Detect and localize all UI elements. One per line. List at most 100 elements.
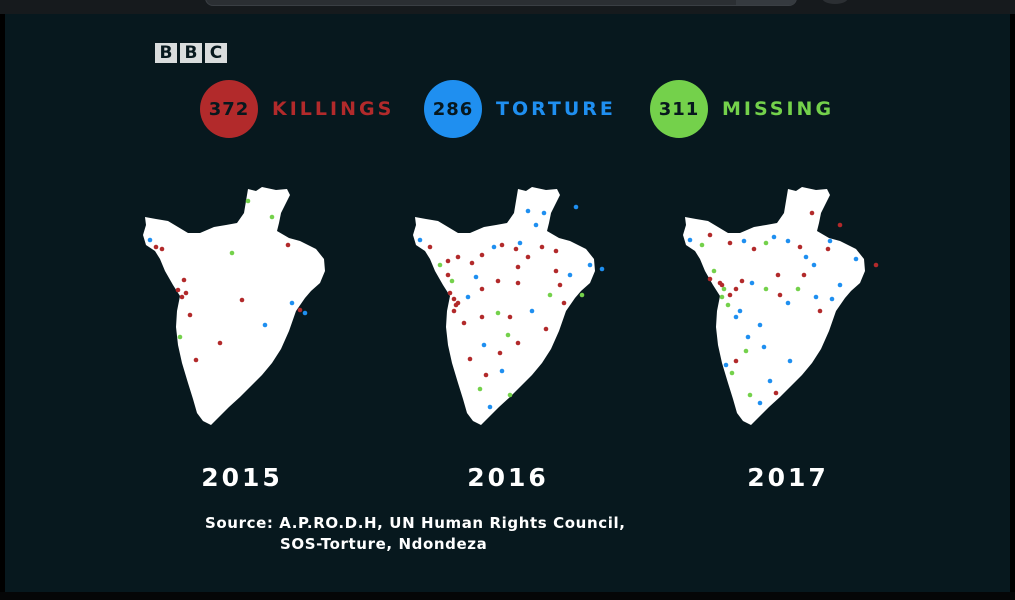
killing-dot	[739, 278, 745, 284]
killing-dot	[751, 246, 757, 252]
year-label-2016: 2016	[467, 463, 549, 492]
killing-dot	[817, 308, 823, 314]
killing-dot	[455, 254, 461, 260]
torture-dot	[262, 322, 268, 328]
logo-letter-b2: B	[180, 43, 202, 63]
missing-dot	[721, 286, 727, 292]
torture-dot	[487, 404, 493, 410]
torture-dot	[687, 237, 693, 243]
killing-dot	[553, 268, 559, 274]
killing-dot	[447, 290, 453, 296]
missing-dot	[719, 294, 725, 300]
torture-dot	[599, 266, 605, 272]
torture-dot	[757, 400, 763, 406]
burundi-shape	[413, 187, 595, 425]
torture-dot	[757, 322, 763, 328]
killing-dot	[461, 320, 467, 326]
logo-letter-c: C	[205, 43, 227, 63]
killing-dot	[733, 358, 739, 364]
torture-dot	[827, 238, 833, 244]
killing-dot	[707, 232, 713, 238]
killing-dot	[499, 242, 505, 248]
source-caption: Source: A.P.RO.D.H, UN Human Rights Coun…	[205, 513, 626, 555]
torture-dot	[761, 344, 767, 350]
torture-dot	[733, 314, 739, 320]
year-label-2015: 2015	[201, 463, 283, 492]
map-2015	[143, 187, 325, 425]
torture-dot	[587, 262, 593, 268]
torture-dot	[811, 262, 817, 268]
killings-count-circle: 372	[200, 80, 258, 138]
killing-dot	[515, 264, 521, 270]
missing-dot	[495, 310, 501, 316]
killing-dot	[719, 282, 725, 288]
killing-dot	[175, 287, 181, 293]
killing-dot	[561, 300, 567, 306]
killing-dot	[153, 244, 159, 250]
torture-dot	[567, 272, 573, 278]
torture-dot	[837, 282, 843, 288]
killing-dot	[297, 307, 303, 313]
killing-dot	[479, 286, 485, 292]
missing-dot	[507, 392, 513, 398]
source-line-2: SOS-Torture, Ndondeza	[280, 535, 488, 553]
killing-dot	[727, 292, 733, 298]
killing-dot	[453, 302, 459, 308]
torture-dot	[771, 234, 777, 240]
killing-dot	[183, 290, 189, 296]
killing-dot	[809, 210, 815, 216]
killing-dot	[797, 244, 803, 250]
burundi-shape	[143, 187, 325, 425]
missing-dot	[699, 242, 705, 248]
killing-dot	[451, 296, 457, 302]
torture-dot	[473, 274, 479, 280]
torture-dot	[147, 237, 153, 243]
legend-torture: 286 TORTURE	[424, 80, 616, 138]
killing-dot	[507, 314, 513, 320]
progress-segment	[736, 0, 796, 5]
killing-dot	[217, 340, 223, 346]
killing-dot	[179, 294, 185, 300]
missing-dot	[177, 334, 183, 340]
killing-dot	[733, 286, 739, 292]
killing-dot	[469, 260, 475, 266]
torture-dot	[465, 294, 471, 300]
killing-dot	[515, 340, 521, 346]
killing-dot	[513, 246, 519, 252]
killing-dot	[553, 248, 559, 254]
missing-dot	[547, 292, 553, 298]
torture-dot	[417, 237, 423, 243]
missing-dot	[437, 262, 443, 268]
killings-label: KILLINGS	[272, 98, 395, 120]
torture-dot	[533, 222, 539, 228]
map-2017	[683, 187, 879, 425]
map-2016	[413, 187, 605, 425]
killing-dot	[285, 242, 291, 248]
source-line-1: Source: A.P.RO.D.H, UN Human Rights Coun…	[205, 514, 626, 532]
burundi-shape	[683, 187, 865, 425]
missing-dot	[725, 302, 731, 308]
torture-dot	[785, 300, 791, 306]
torture-dot	[302, 310, 308, 316]
torture-dot	[745, 334, 751, 340]
missing-dot	[743, 348, 749, 354]
killing-dot	[543, 326, 549, 332]
video-progress-bar[interactable]	[205, 0, 797, 6]
missing-dot	[477, 386, 483, 392]
missing-dot	[579, 292, 585, 298]
killing-dot	[539, 244, 545, 250]
killing-dot	[775, 272, 781, 278]
torture-dot	[573, 204, 579, 210]
killing-dot	[187, 312, 193, 318]
killing-dot	[451, 308, 457, 314]
menu-button[interactable]	[822, 0, 848, 4]
killing-dot	[479, 314, 485, 320]
missing-dot	[763, 240, 769, 246]
torture-dot	[787, 358, 793, 364]
missing-dot	[269, 214, 275, 220]
legend-killings: 372 KILLINGS	[200, 80, 394, 138]
torture-dot	[541, 210, 547, 216]
torture-dot	[289, 300, 295, 306]
killing-dot	[445, 272, 451, 278]
year-label-2017: 2017	[747, 463, 829, 492]
